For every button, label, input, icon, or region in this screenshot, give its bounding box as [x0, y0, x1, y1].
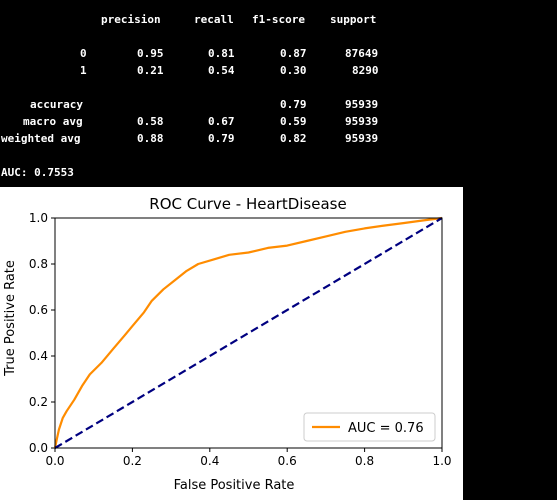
chart-title: ROC Curve - HeartDisease — [149, 195, 346, 213]
row-precision: 0.88 — [137, 132, 164, 145]
roc-plot-panel: ROC Curve - HeartDisease False Positive … — [0, 187, 463, 500]
row-recall: 0.67 — [208, 115, 235, 128]
row-recall: 0.81 — [208, 47, 235, 60]
row-f1: 0.59 — [280, 115, 307, 128]
row-recall: 0.79 — [208, 132, 235, 145]
row-support: 95939 — [345, 132, 379, 145]
row-recall: 0.54 — [208, 64, 235, 77]
row-precision: 0.58 — [137, 115, 164, 128]
row-precision: 0.95 — [137, 47, 164, 60]
y-tick-label: 0.6 — [29, 303, 48, 317]
header-support: support — [330, 13, 377, 26]
row-f1: 0.82 — [280, 132, 307, 145]
row-support: 87649 — [345, 47, 379, 60]
row-f1: 0.79 — [280, 98, 307, 111]
roc-chart: ROC Curve - HeartDisease False Positive … — [3, 195, 452, 493]
legend-label: AUC = 0.76 — [348, 421, 424, 436]
row-support: 8290 — [352, 64, 379, 77]
y-tick-label: 0.2 — [29, 395, 48, 409]
x-tick-label: 1.0 — [432, 454, 451, 468]
header-f1-score: f1-score — [252, 13, 305, 26]
row-f1: 0.30 — [280, 64, 307, 77]
row-support: 95939 — [345, 98, 379, 111]
header-recall: recall — [194, 13, 234, 26]
row-label: 1 — [80, 64, 87, 77]
chance-diagonal-line — [54, 217, 443, 449]
y-tick-label: 0.4 — [29, 349, 48, 363]
x-tick-label: 0.0 — [45, 454, 64, 468]
row-f1: 0.87 — [280, 47, 307, 60]
row-label: weighted avg — [1, 132, 81, 145]
y-tick-label: 1.0 — [29, 211, 48, 225]
roc-curve-line — [53, 216, 443, 449]
row-label: 0 — [80, 47, 87, 60]
row-label: accuracy — [30, 98, 83, 111]
legend-box — [303, 412, 436, 442]
y-axis-label: True Positive Rate — [3, 260, 18, 377]
x-axis-label: False Positive Rate — [174, 478, 295, 493]
row-precision: 0.21 — [137, 64, 164, 77]
row-support: 95939 — [345, 115, 379, 128]
x-tick-label: 0.4 — [200, 454, 219, 468]
auc-score-line: AUC: 0.7553 — [1, 166, 74, 179]
y-tick-label: 0.8 — [29, 257, 48, 271]
x-tick-label: 0.6 — [278, 454, 297, 468]
row-label: macro avg — [23, 115, 83, 128]
x-tick-label: 0.8 — [355, 454, 374, 468]
y-tick-label: 0.0 — [29, 441, 48, 455]
x-tick-label: 0.2 — [123, 454, 142, 468]
header-precision: precision — [101, 13, 161, 26]
plot-frame — [54, 217, 443, 449]
classification-report: precision recall f1-score support 0 0.95… — [0, 0, 557, 187]
